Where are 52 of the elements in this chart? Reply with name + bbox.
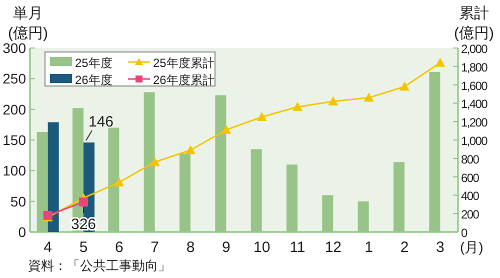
x-tick-label: 7 — [150, 239, 160, 256]
x-tick-label: 4 — [44, 239, 52, 256]
point — [364, 92, 374, 102]
y2-tick-label: 2,000 — [461, 42, 488, 56]
y2-tick-label: 600 — [461, 170, 480, 185]
x-tick-label: 11 — [290, 239, 306, 256]
x-axis-title: (月) — [460, 239, 484, 255]
x-tick-label: 9 — [222, 239, 230, 256]
y2-tick-label: 800 — [461, 152, 480, 166]
y-tick-label: 200 — [2, 101, 26, 118]
y2-tick-label: 200 — [461, 208, 480, 222]
point — [221, 124, 232, 134]
y2-tick-label: 1,000 — [461, 134, 488, 148]
y2-tick-label: 1,200 — [461, 116, 488, 130]
x-tick-label: 3 — [436, 239, 444, 256]
y2-tick-label: 1,800 — [461, 60, 488, 74]
y2-tick-label: 400 — [461, 189, 480, 204]
x-tick-label: 6 — [114, 239, 124, 256]
y-tick-label: 250 — [2, 70, 26, 87]
y-axis-title: 単月 (億円) — [8, 5, 48, 42]
y2-tick-label: 1,400 — [461, 97, 488, 112]
y-tick-label: 50 — [10, 193, 26, 210]
y2-tick-label: 1,600 — [461, 78, 488, 93]
x-tick-label: 1 — [364, 239, 374, 256]
y-tick-label: 150 — [2, 132, 26, 148]
y2-axis-title: 累計 (億円) — [454, 5, 494, 42]
point — [435, 58, 446, 67]
point — [186, 145, 196, 154]
x-tick-label: 5 — [79, 239, 88, 256]
x-tick-label: 2 — [400, 239, 409, 256]
y-tick-label: 0 — [18, 224, 26, 240]
legend-label: 26年度 — [75, 73, 112, 87]
bar — [48, 122, 59, 232]
point — [292, 102, 302, 111]
y-tick-label: 100 — [2, 162, 26, 179]
point — [79, 198, 88, 207]
data-label: 146 — [88, 113, 114, 130]
text: 資料：「公共工事動向」 — [28, 258, 171, 273]
x-tick-label: 10 — [253, 239, 270, 256]
legend-label: 25年度累計 — [153, 56, 214, 70]
point — [400, 82, 410, 91]
y-tick-label: 300 — [2, 40, 26, 56]
y2-tick-label: 0 — [461, 226, 468, 240]
x-tick-label: 12 — [324, 239, 342, 256]
point — [114, 177, 124, 186]
point — [256, 112, 267, 121]
legend-label: 26年度累計 — [153, 73, 214, 87]
point — [150, 157, 160, 166]
point — [328, 96, 338, 106]
x-tick-label: 8 — [186, 239, 195, 256]
legend-label: 25年度 — [75, 56, 112, 70]
data-label: 326 — [70, 216, 96, 234]
